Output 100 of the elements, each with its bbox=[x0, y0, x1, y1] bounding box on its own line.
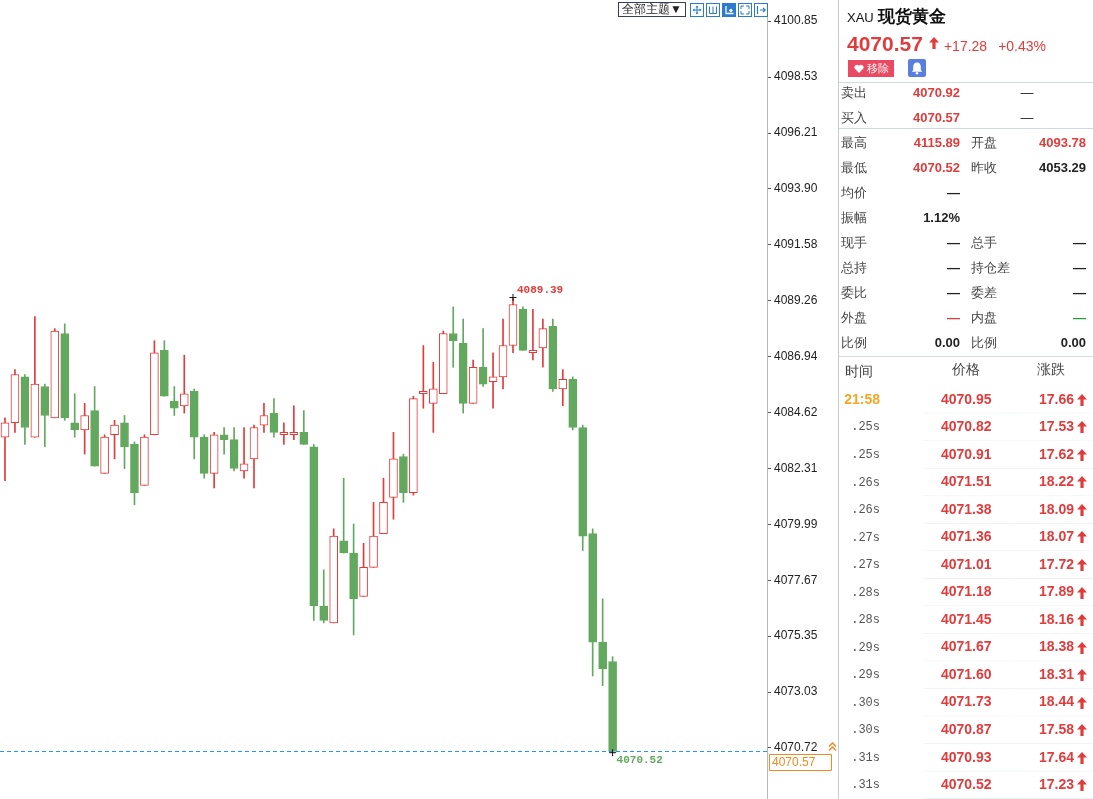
text: 4093.78 bbox=[1039, 134, 1086, 152]
data-label: 4071.01 bbox=[940, 555, 992, 572]
text: 均价 bbox=[841, 184, 867, 202]
text: +0.43% bbox=[998, 37, 1047, 56]
data-label: 4070.91 bbox=[940, 445, 992, 462]
y-tick-label: .28s bbox=[851, 613, 880, 628]
text: 4115.89 bbox=[913, 134, 960, 152]
data-label: 17.53 bbox=[1038, 418, 1075, 435]
y-tick-label: .31s bbox=[851, 750, 880, 765]
data-label: 4071.36 bbox=[940, 528, 992, 545]
y-tick-label: 4093.90 bbox=[774, 181, 818, 196]
y-tick-label: .27s bbox=[851, 530, 880, 545]
data-label: 18.22 bbox=[1038, 473, 1075, 490]
annotation: 4070.52 bbox=[616, 753, 663, 766]
text: XAU 现货黄金 bbox=[847, 7, 946, 26]
data-label: 4071.51 bbox=[940, 473, 992, 490]
text: — bbox=[947, 234, 960, 252]
text: — bbox=[1020, 84, 1034, 102]
text: — bbox=[947, 309, 960, 327]
text: 内盘 bbox=[971, 309, 997, 327]
data-label: 18.16 bbox=[1038, 610, 1075, 627]
y-tick-label: .25s bbox=[851, 420, 880, 435]
text: 0.00 bbox=[934, 334, 960, 352]
y-tick-label: 21:58 bbox=[844, 390, 881, 407]
data-label: 4070.93 bbox=[940, 748, 992, 765]
text: 0.00 bbox=[1060, 334, 1086, 352]
text: 持仓差 bbox=[971, 259, 1010, 277]
text: — bbox=[947, 259, 960, 277]
text: — bbox=[947, 284, 960, 302]
y-tick-label: .26s bbox=[851, 475, 880, 490]
y-tick-label: .28s bbox=[851, 585, 880, 600]
text: 买入 bbox=[841, 109, 867, 127]
text: 总手 bbox=[971, 234, 997, 252]
text: 总持 bbox=[841, 259, 867, 277]
data-label: 4071.45 bbox=[940, 610, 992, 627]
text: 1.12% bbox=[923, 209, 960, 227]
data-label: 17.58 bbox=[1038, 721, 1075, 738]
text: 现手 bbox=[841, 234, 867, 252]
x-tick-label: 价格 bbox=[951, 361, 981, 378]
x-tick-label: 涨跌 bbox=[1036, 361, 1065, 378]
data-label: 18.07 bbox=[1038, 528, 1075, 545]
data-label: 17.66 bbox=[1038, 390, 1075, 407]
text: — bbox=[1073, 234, 1086, 252]
text: 比例 bbox=[841, 334, 867, 352]
y-tick-label: 4096.21 bbox=[774, 125, 818, 140]
y-tick-label: 4086.94 bbox=[774, 348, 818, 363]
data-label: 17.89 bbox=[1038, 583, 1075, 600]
text: 卖出 bbox=[841, 84, 867, 102]
y-tick-label: 4077.67 bbox=[774, 572, 818, 587]
y-tick-label: .25s bbox=[851, 448, 880, 463]
y-tick-label: 4098.53 bbox=[774, 69, 818, 84]
y-tick-label: 4070.72 bbox=[774, 740, 818, 755]
remove-button: 移除 bbox=[848, 60, 894, 77]
data-label: 18.31 bbox=[1038, 665, 1075, 682]
data-label: 17.23 bbox=[1038, 776, 1075, 793]
text: 振幅 bbox=[841, 209, 867, 227]
text: 4053.29 bbox=[1039, 159, 1086, 177]
text: — bbox=[1020, 109, 1034, 127]
y-axis-title: 时间 bbox=[845, 362, 873, 379]
data-label: 4070.95 bbox=[940, 390, 992, 407]
dropdown: 全部主题▼ bbox=[618, 2, 686, 17]
data-label: 17.62 bbox=[1038, 445, 1075, 462]
text: +17.28 bbox=[943, 37, 988, 56]
data-label: 17.72 bbox=[1038, 555, 1075, 572]
y-tick-label: 4089.26 bbox=[774, 292, 818, 307]
text: 最低 bbox=[841, 159, 867, 177]
text: 委差 bbox=[971, 284, 997, 302]
y-tick-label: .26s bbox=[851, 503, 880, 518]
data-label: 4071.67 bbox=[940, 638, 992, 655]
y-tick-label: .29s bbox=[851, 640, 880, 655]
y-tick-label: 4100.85 bbox=[774, 13, 818, 28]
data-label: 4070.82 bbox=[940, 418, 992, 435]
text: — bbox=[1073, 309, 1086, 327]
text: 比例 bbox=[971, 334, 997, 352]
text: — bbox=[947, 184, 960, 202]
text: 4070.52 bbox=[913, 159, 960, 177]
text: 开盘 bbox=[971, 134, 997, 152]
y-tick-label: .30s bbox=[851, 723, 880, 738]
text: 4070.57 bbox=[847, 31, 923, 57]
y-tick-label: .31s bbox=[851, 778, 880, 793]
y-tick-label: 4082.31 bbox=[774, 460, 818, 475]
data-label: 4071.73 bbox=[940, 693, 992, 710]
y-tick-label: 4073.03 bbox=[774, 684, 818, 699]
data-label: 18.44 bbox=[1038, 693, 1075, 710]
ref-line-label: 4070.57 bbox=[772, 755, 816, 770]
y-tick-label: .29s bbox=[851, 668, 880, 683]
data-label: 4070.52 bbox=[940, 776, 992, 793]
data-label: 18.38 bbox=[1038, 638, 1075, 655]
y-tick-label: .30s bbox=[851, 695, 880, 710]
text: 4070.57 bbox=[913, 109, 960, 127]
text: — bbox=[1073, 259, 1086, 277]
data-label: 4071.38 bbox=[940, 500, 992, 517]
text: — bbox=[1073, 284, 1086, 302]
text: 委比 bbox=[841, 284, 867, 302]
data-label: 4070.87 bbox=[940, 721, 992, 738]
annotation: 4089.39 bbox=[516, 283, 564, 296]
data-label: 18.09 bbox=[1038, 500, 1075, 517]
y-tick-label: 4091.58 bbox=[774, 237, 818, 252]
y-tick-label: 4084.62 bbox=[774, 404, 818, 419]
text: 外盘 bbox=[841, 309, 867, 327]
